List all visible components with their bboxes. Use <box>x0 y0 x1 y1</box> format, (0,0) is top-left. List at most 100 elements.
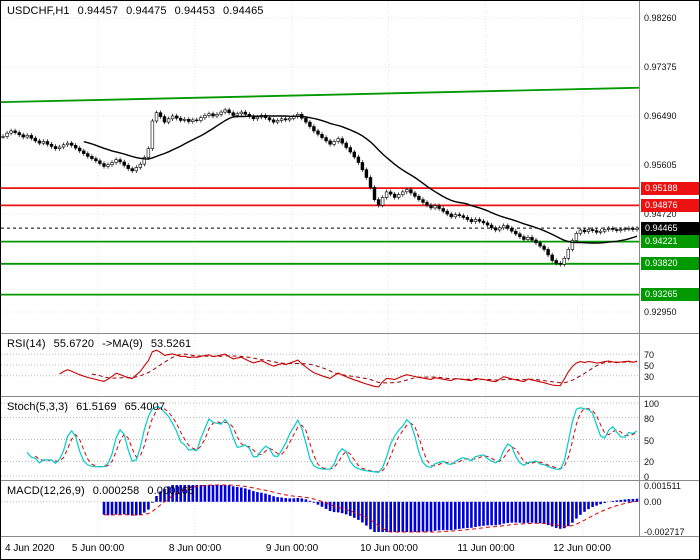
candle-body <box>154 112 159 122</box>
candle-body <box>590 229 595 231</box>
candle-body <box>481 220 486 224</box>
price-axis-tick: 0.92950 <box>644 307 677 317</box>
candle-body <box>453 214 457 218</box>
price-axis-tick: 0.96490 <box>644 111 677 121</box>
support-price-badge: 0.93820 <box>641 257 699 270</box>
rsi-line <box>59 349 638 388</box>
candle-body <box>598 230 603 233</box>
candle-body <box>469 219 474 223</box>
candle-body <box>21 134 25 138</box>
candle-body <box>606 228 611 230</box>
candle-body <box>1 136 5 138</box>
candle-body <box>53 146 58 150</box>
candle-body <box>134 167 138 172</box>
resistance-price-badge: 0.94876 <box>641 199 699 212</box>
stoch-axis-tick: 50 <box>644 436 655 446</box>
candle-body <box>106 164 110 167</box>
chart-ohlc-header: USDCHF,H1 0.94457 0.94475 0.94453 0.9446… <box>7 5 264 17</box>
stochastic-indicator-panel: Stoch(5,3,3) 61.5169 65.4007 100 80 50 20 0 <box>1 396 699 482</box>
candle-body <box>538 242 542 247</box>
macd-axis-tick: 0.001511 <box>644 481 681 491</box>
rsi-header: RSI(14) 55.6720 ->MA(9) 53.5261 <box>7 338 191 350</box>
candle-body <box>497 227 502 231</box>
candle-body <box>279 118 284 121</box>
rsi-value: 55.6720 <box>53 338 95 350</box>
candle-body <box>477 219 482 222</box>
price-axis-tick: 0.98260 <box>644 13 677 23</box>
candle-body <box>425 202 429 206</box>
candle-body <box>409 189 413 194</box>
candle-body <box>473 219 478 223</box>
moving-average-line <box>83 115 638 244</box>
candle-body <box>360 162 365 170</box>
candle-body <box>384 191 389 198</box>
candle-body <box>465 217 470 220</box>
candle-body <box>231 112 235 116</box>
candle-body <box>405 189 409 193</box>
candle-body <box>449 213 453 218</box>
macd-signal-value: 0.000165 <box>147 485 195 497</box>
candle-body <box>170 115 175 120</box>
candle-body <box>429 204 433 209</box>
candle-body <box>558 262 563 265</box>
candle-body <box>179 117 183 121</box>
candle-body <box>5 132 9 137</box>
time-axis-label: 9 Jun 00:00 <box>265 543 319 554</box>
candle-body <box>90 156 94 159</box>
candle-body <box>187 119 191 122</box>
candle-body <box>413 192 417 197</box>
candle-body <box>267 117 272 121</box>
candle-body <box>166 118 171 123</box>
time-axis[interactable]: 4 Jun 2020 5 Jun 00:00 8 Jun 00:00 9 Jun 00… <box>1 536 699 559</box>
candle-body <box>530 237 534 241</box>
candle-body <box>304 117 308 123</box>
candle-body <box>126 165 130 169</box>
rsi-indicator-panel: RSI(14) 55.6720 ->MA(9) 53.5261 70 50 30 <box>1 333 699 396</box>
candle-body <box>522 236 526 240</box>
candle-body <box>396 194 401 198</box>
candle-body <box>401 191 405 195</box>
symbol-timeframe-label: USDCHF,H1 <box>7 5 70 17</box>
stoch-axis-tick: 20 <box>644 457 655 467</box>
candle-body <box>102 163 106 167</box>
candle-body <box>308 121 312 127</box>
candle-body <box>510 228 514 232</box>
candle-body <box>49 143 54 147</box>
candle-body <box>518 233 522 237</box>
candle-body <box>287 117 292 121</box>
bar-high-value: 0.94475 <box>126 5 167 17</box>
candle-body <box>86 153 90 157</box>
macd-chart-canvas[interactable] <box>1 481 699 536</box>
candle-body <box>57 146 62 150</box>
candle-body <box>110 162 114 166</box>
bar-close-value: 0.94465 <box>223 5 264 17</box>
candle-body <box>195 119 199 122</box>
rsi-chart-canvas[interactable] <box>1 334 699 396</box>
candle-body <box>368 177 373 188</box>
bar-low-value: 0.94453 <box>174 5 216 17</box>
rsi-axis-tick: 30 <box>644 372 655 382</box>
candle-body <box>45 141 50 145</box>
candle-body <box>142 157 146 165</box>
candle-body <box>78 147 82 152</box>
candle-body <box>501 225 506 229</box>
candle-body <box>417 196 421 200</box>
candle-body <box>146 148 151 158</box>
candle-body <box>82 150 86 154</box>
candle-body <box>223 109 227 113</box>
candle-body <box>175 115 179 119</box>
time-axis-label: 8 Jun 00:00 <box>168 543 222 554</box>
candle-body <box>162 116 167 123</box>
candle-body <box>615 229 619 231</box>
support-price-badge: 0.93265 <box>641 288 699 301</box>
candle-body <box>344 142 348 148</box>
candle-body <box>542 245 546 250</box>
candle-body <box>376 199 381 206</box>
candle-body <box>493 227 498 231</box>
candle-body <box>380 197 385 206</box>
price-chart-canvas[interactable] <box>1 1 699 333</box>
rsi-axis-tick: 50 <box>644 361 655 371</box>
stochastic-chart-canvas[interactable] <box>1 397 699 480</box>
candle-body <box>138 163 142 168</box>
